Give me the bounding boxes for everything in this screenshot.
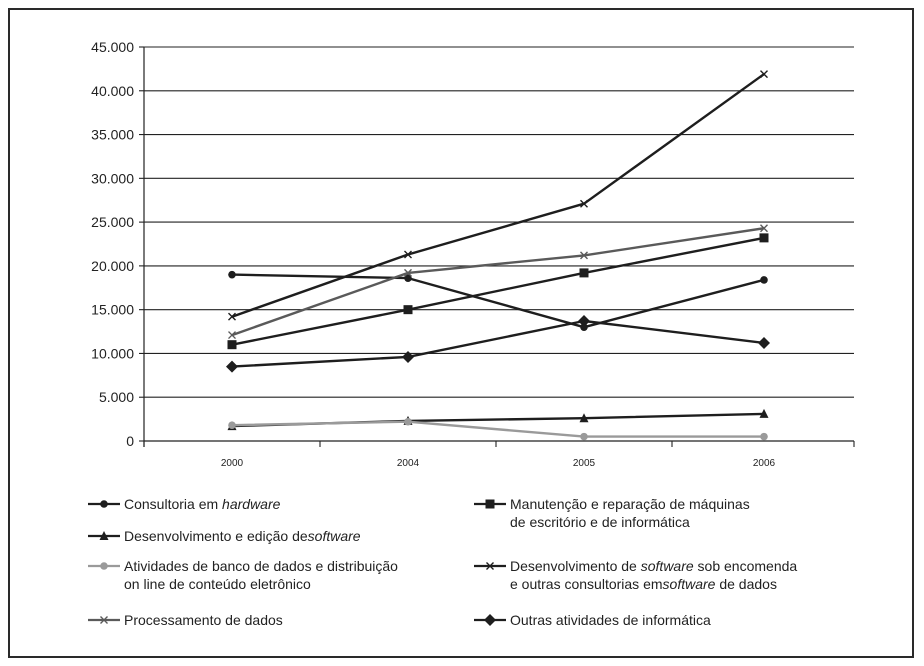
y-tick-label: 20.000 [91, 258, 134, 274]
legend-swatch-processamento [88, 616, 120, 624]
legend-label-processamento: Processamento de dados [124, 612, 283, 628]
data-point-desenvolvimento-encomenda [228, 312, 236, 321]
series-line-manutencao [231, 236, 765, 346]
legend-label-desenvolvimento-encomenda-line1: Desenvolvimento de software sob encomend… [510, 558, 798, 574]
data-point-manutencao [759, 233, 769, 243]
legend-swatch-desenvolvimento-edicao [88, 531, 120, 540]
data-point-desenvolvimento-edicao [759, 408, 769, 418]
data-point-outras [402, 350, 414, 363]
data-point-banco-dados [404, 417, 412, 426]
legend-label-manutencao-line2: de escritório e de informática [510, 514, 690, 530]
y-tick-label: 45.000 [91, 39, 134, 55]
data-point-banco-dados [580, 432, 588, 441]
legend-item-manutencao: Manutenção e reparação de máquinas de es… [472, 495, 750, 531]
data-point-consultoria-hardware [580, 323, 588, 331]
legend-item-processamento: Processamento de dados [86, 611, 283, 629]
y-tick-label: 10.000 [91, 345, 134, 361]
y-tick-label: 30.000 [91, 170, 134, 186]
series-line-processamento [231, 227, 765, 337]
legend-swatch-outras [474, 614, 506, 626]
legend-label-desenvolvimento-encomenda-line2: e outras consultorias emsoftware de dado… [510, 576, 777, 592]
legend-marker [484, 614, 496, 626]
data-point-manutencao [579, 268, 589, 278]
data-point-desenvolvimento-encomenda [580, 199, 588, 208]
y-tick-label: 5.000 [99, 389, 134, 405]
data-point-processamento [228, 331, 236, 340]
data-point-consultoria-hardware [228, 270, 236, 279]
data-point-consultoria-hardware [404, 274, 412, 282]
legend-marker [486, 562, 494, 570]
y-tick-label: 40.000 [91, 83, 134, 99]
legend-label-outras: Outras atividades de informática [510, 612, 711, 628]
series-line-outras [231, 319, 765, 368]
legend-label-desenvolvimento-edicao: Desenvolvimento e edição desoftware [124, 528, 361, 544]
legend-item-desenvolvimento-encomenda: Desenvolvimento de software sob encomend… [472, 557, 797, 593]
legend-swatch-manutencao [474, 499, 506, 509]
legend-swatch-desenvolvimento-encomenda [474, 562, 506, 570]
x-tick-label: 2006 [753, 458, 776, 469]
legend-item-banco-dados: Atividades de banco de dados e distribui… [86, 557, 398, 593]
legend-marker [100, 562, 108, 570]
legend-item-desenvolvimento-edicao: Desenvolvimento e edição desoftware [86, 527, 361, 545]
data-point-manutencao [403, 305, 413, 315]
data-point-manutencao [227, 340, 237, 350]
legend-marker [100, 500, 108, 508]
legend-swatch-consultoria-hardware [88, 500, 120, 508]
legend-label-banco-dados-line1: Atividades de banco de dados e distribui… [124, 558, 398, 574]
data-point-processamento [580, 251, 588, 260]
data-point-banco-dados [228, 421, 236, 430]
legend-marker [100, 616, 108, 624]
legend-label-banco-dados-line2: on line de conteúdo eletrônico [124, 576, 311, 592]
x-tick-label: 2004 [397, 458, 420, 469]
data-point-outras [578, 315, 590, 328]
x-tick-label: 2000 [221, 458, 244, 469]
data-point-processamento [404, 268, 412, 277]
y-tick-label: 35.000 [91, 127, 134, 143]
legend-label-consultoria-hardware: Consultoria em hardware [124, 496, 281, 512]
legend-marker [485, 499, 495, 509]
data-point-consultoria-hardware [760, 276, 768, 284]
data-point-outras [226, 360, 238, 373]
data-point-outras [758, 336, 770, 349]
legend-label-manutencao-line1: Manutenção e reparação de máquinas [510, 496, 750, 512]
chart-frame [8, 8, 914, 658]
data-point-desenvolvimento-edicao [579, 413, 589, 423]
data-point-processamento [760, 224, 768, 233]
x-tick-label: 2005 [573, 458, 596, 469]
legend-item-consultoria-hardware: Consultoria em hardware [86, 495, 280, 513]
legend-marker [99, 531, 109, 540]
series-line-consultoria-hardware [231, 273, 765, 329]
y-tick-label: 15.000 [91, 302, 134, 318]
series-line-banco-dados [231, 420, 764, 438]
y-tick-label: 0 [126, 433, 134, 449]
legend-swatch-banco-dados [88, 562, 120, 570]
data-point-desenvolvimento-encomenda [404, 250, 412, 259]
legend-item-outras: Outras atividades de informática [472, 611, 711, 629]
data-point-banco-dados [760, 432, 768, 441]
y-tick-label: 25.000 [91, 214, 134, 230]
data-point-desenvolvimento-encomenda [760, 70, 768, 79]
series-line-desenvolvimento-encomenda [231, 73, 765, 318]
